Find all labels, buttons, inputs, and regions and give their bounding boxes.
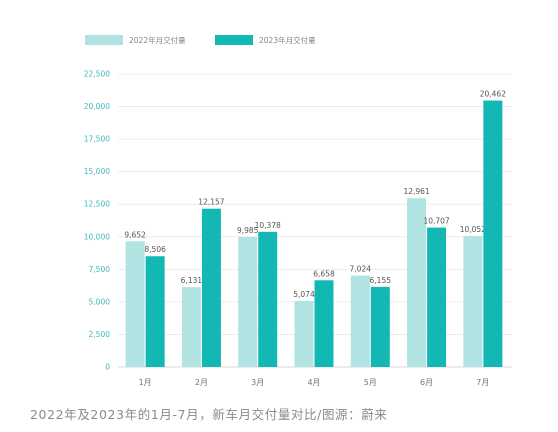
legend: 2022年月交付量 2023年月交付量 [85, 35, 316, 45]
data-label: 6,131 [181, 276, 203, 285]
y-tick-label: 10,000 [84, 232, 110, 241]
bar [201, 208, 221, 367]
data-label: 9,985 [237, 226, 259, 235]
data-label: 10,052 [460, 225, 486, 234]
y-axis: 0 2,500 5,000 7,500 10,000 12,500 15,000 17,500… [84, 70, 110, 372]
x-tick-label: 1月 [139, 378, 152, 387]
data-label: 9,652 [124, 230, 146, 239]
x-tick-label: 2月 [195, 378, 208, 387]
bar [463, 236, 483, 367]
data-label: 12,961 [403, 187, 429, 196]
x-tick-label: 4月 [307, 378, 320, 387]
data-label: 8,506 [144, 245, 166, 254]
figure-caption: 2022年及2023年的1月-7月，新车月交付量对比/图源：蔚来 [30, 407, 388, 422]
legend-label: 2022年月交付量 [129, 35, 186, 45]
y-tick-label: 17,500 [84, 135, 110, 144]
data-label: 6,658 [313, 269, 335, 278]
bar [294, 300, 314, 367]
bar [483, 100, 503, 367]
y-tick-label: 15,000 [84, 167, 110, 176]
bar [238, 236, 258, 367]
y-tick-label: 7,500 [89, 265, 111, 274]
x-tick-label: 5月 [364, 378, 377, 387]
data-label: 20,462 [480, 90, 506, 99]
data-label: 10,378 [255, 221, 281, 230]
y-tick-label: 5,000 [89, 297, 111, 306]
bar [427, 227, 447, 367]
x-tick-label: 6月 [420, 378, 433, 387]
legend-swatch [85, 35, 123, 45]
legend-label: 2023年月交付量 [259, 35, 316, 45]
bar [145, 256, 165, 367]
bar-chart: 2022年月交付量 2023年月交付量 0 2,500 5,000 7,500 10,00… [84, 35, 512, 387]
x-tick-label: 3月 [251, 378, 264, 387]
bar [314, 280, 334, 367]
bar [407, 198, 427, 367]
bar [181, 287, 201, 367]
x-axis: 1月 2月 3月 4月 5月 6月 7月 [139, 378, 490, 387]
bar [370, 286, 390, 367]
y-tick-label: 2,500 [89, 330, 111, 339]
data-label: 5,074 [293, 290, 315, 299]
bar [125, 241, 145, 367]
x-tick-label: 7月 [476, 378, 489, 387]
y-tick-label: 20,000 [84, 102, 110, 111]
bar [258, 231, 278, 367]
y-tick-label: 12,500 [84, 200, 110, 209]
y-tick-label: 22,500 [84, 70, 110, 79]
data-label: 6,155 [370, 276, 392, 285]
y-tick-label: 0 [105, 363, 110, 372]
data-label: 12,157 [198, 198, 224, 207]
legend-swatch [215, 35, 253, 45]
data-label: 10,707 [423, 217, 449, 226]
data-label: 7,024 [350, 265, 372, 274]
bar [350, 275, 370, 367]
